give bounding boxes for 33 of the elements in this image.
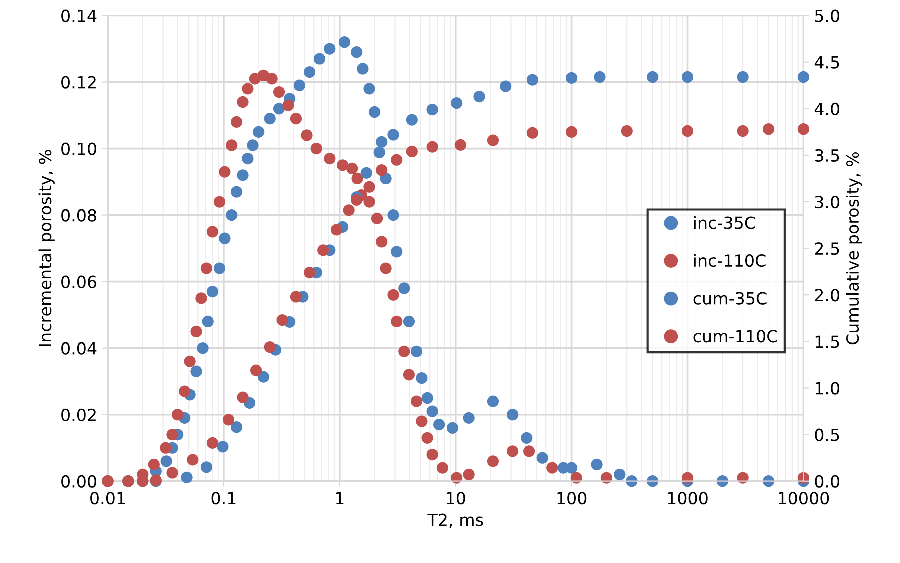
legend-label: inc-110C (694, 254, 766, 268)
x-axis-title: T2, ms (428, 514, 484, 528)
y2-tick-label: 4.5 (814, 56, 840, 69)
y-tick-label: 0.10 (62, 142, 96, 156)
x-tick-label: 1 (336, 492, 344, 504)
y2-tick-label: 1.5 (816, 336, 840, 348)
y2-tick-label: 3.5 (815, 149, 840, 162)
y2-tick-label: 2.5 (815, 242, 840, 256)
x-tick-label: 0.01 (90, 492, 126, 505)
y-tick-label: 0.12 (62, 76, 96, 89)
y-tick-label: 0.04 (62, 342, 97, 355)
y2-tick-label: 0.0 (815, 475, 840, 488)
legend-label: inc-35C (694, 216, 756, 230)
x-tick-label: 100 (558, 492, 587, 505)
x-tick-label: 10000 (779, 492, 830, 505)
y-tick-label: 0.14 (62, 10, 97, 22)
y2-tick-label: 0.5 (815, 428, 840, 442)
y2-tick-label: 2.0 (815, 289, 840, 302)
x-tick-label: 1000 (668, 492, 708, 505)
y2-tick-label: 5.0 (815, 10, 840, 22)
y-tick-label: 0.06 (62, 276, 97, 288)
y-tick-label: 0.00 (62, 475, 96, 488)
y2-tick-label: 4.0 (814, 102, 840, 116)
x-tick-label: 0.1 (212, 492, 236, 505)
y2-axis-title: Cumulative porosity, % (846, 152, 862, 345)
legend-label: cum-35C (694, 292, 767, 305)
y-tick-label: 0.02 (62, 408, 96, 422)
y-axis-title: Incremental porosity, % (38, 150, 55, 346)
legend-label: cum-110C (694, 330, 778, 343)
y-tick-label: 0.08 (62, 209, 96, 222)
y2-tick-label: 3.0 (815, 196, 840, 209)
x-tick-label: 10 (447, 492, 466, 505)
y2-tick-label: 1.0 (816, 382, 840, 395)
